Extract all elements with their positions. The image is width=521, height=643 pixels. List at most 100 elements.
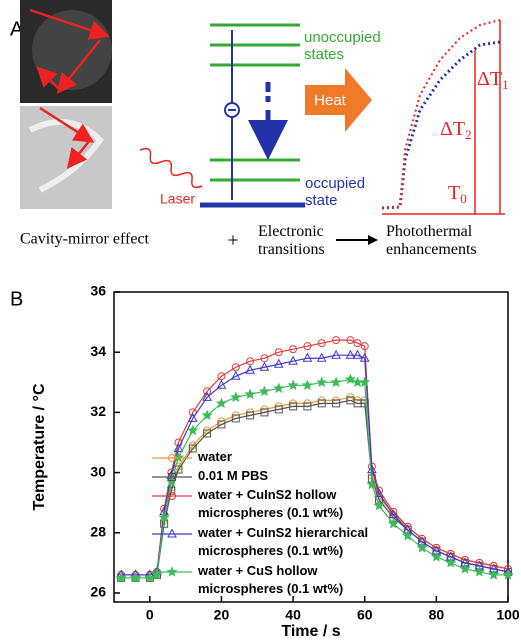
label-line: unoccupied [304, 29, 381, 46]
marker [373, 499, 385, 511]
heat-arrow [305, 68, 372, 132]
marker [459, 563, 471, 574]
legend-line-text: microspheres (0.1 wt%) [198, 505, 343, 520]
legend-marker [166, 566, 178, 577]
subscript: 0 [460, 191, 467, 206]
marker [215, 397, 227, 409]
marker [287, 379, 299, 390]
marker [273, 382, 285, 394]
x-tick-label: 20 [214, 607, 230, 623]
label-line: states [304, 46, 344, 63]
t0: T0 [448, 182, 467, 206]
marker [388, 509, 399, 519]
marker [173, 442, 184, 453]
series-line [121, 339, 509, 576]
marker [216, 379, 227, 389]
marker [230, 391, 242, 403]
label-line: occupied [305, 175, 365, 192]
marker [331, 349, 341, 359]
photo-texture [32, 10, 112, 90]
x-tick-label: 60 [357, 607, 373, 623]
marker [273, 358, 284, 368]
legend-line-text: water + CuS hollow [197, 563, 318, 578]
x-axis-label: Time / s [281, 623, 340, 640]
marker [345, 349, 356, 359]
subscript: 2 [465, 127, 472, 142]
marker [317, 399, 326, 408]
delta-t2: ΔT2 [440, 118, 472, 142]
marker [258, 385, 270, 397]
marker [187, 424, 199, 436]
marker [359, 376, 371, 387]
marker [344, 373, 356, 384]
unoccupied-label: unoccupied states [304, 29, 381, 63]
marker [303, 402, 312, 411]
laser-wave [139, 147, 203, 189]
caption: Cavity-mirror effect [20, 231, 150, 248]
marker [144, 572, 156, 583]
marker [502, 569, 514, 580]
marker [353, 339, 362, 348]
marker [445, 557, 457, 568]
marker [360, 342, 369, 351]
marker [374, 488, 384, 498]
legend-line-text: water + CuInS2 hierarchical [197, 525, 368, 540]
marker [231, 414, 240, 423]
marker [217, 420, 226, 429]
marker [246, 411, 255, 420]
marker [352, 376, 364, 387]
caption: Photothermal enhancements [386, 223, 477, 258]
legend-line-text: water [197, 449, 232, 464]
label-line: state [305, 192, 338, 209]
marker [188, 444, 197, 453]
marker [332, 336, 341, 345]
occupied-label: occupied state [305, 175, 365, 209]
legend-entry: water [152, 449, 232, 464]
marker [203, 429, 212, 438]
marker [367, 464, 377, 474]
legend-marker [168, 492, 176, 500]
marker [488, 569, 500, 580]
legend-line-text: microspheres (0.1 wt%) [198, 581, 343, 596]
y-tick-label: 34 [90, 343, 106, 359]
series-line [121, 354, 509, 576]
legend-label: water [197, 449, 232, 464]
marker [158, 511, 170, 523]
caption-line: Photothermal [386, 223, 473, 240]
marker [289, 402, 298, 411]
y-tick-label: 36 [90, 283, 106, 299]
marker [201, 409, 213, 421]
marker [359, 352, 370, 362]
marker [230, 370, 241, 380]
marker [416, 541, 428, 553]
marker [202, 391, 212, 401]
symbol: T [448, 182, 460, 204]
marker [274, 405, 283, 414]
energy-levels [210, 23, 300, 182]
legend-label: water + CuS hollow microspheres (0.1 wt%) [197, 563, 343, 596]
marker [366, 478, 378, 490]
heat-label: Heat [314, 92, 347, 109]
legend-marker [168, 473, 176, 481]
marker [244, 388, 256, 400]
caption-line: enhancements [386, 241, 477, 258]
delta-t1: ΔT1 [477, 68, 509, 92]
marker [115, 572, 127, 583]
caption: Electronic transitions [258, 223, 325, 258]
y-tick-label: 30 [90, 463, 106, 479]
plot: 0 20 40 60 80 100 26 28 30 32 34 36 water 0.01 M PBS w… [90, 283, 519, 623]
legend-label: water + CuInS2 hollow microspheres (0.1 w… [197, 487, 343, 520]
legend-marker [168, 454, 176, 462]
marker [352, 349, 363, 359]
marker [259, 361, 270, 371]
caption-line: transitions [258, 241, 325, 258]
marker [330, 376, 342, 387]
marker [245, 364, 255, 374]
marker [289, 345, 298, 354]
marker [317, 339, 326, 348]
marker [203, 387, 212, 396]
marker [187, 412, 198, 422]
subscript: 1 [502, 77, 509, 92]
x-tick-label: 40 [285, 607, 301, 623]
